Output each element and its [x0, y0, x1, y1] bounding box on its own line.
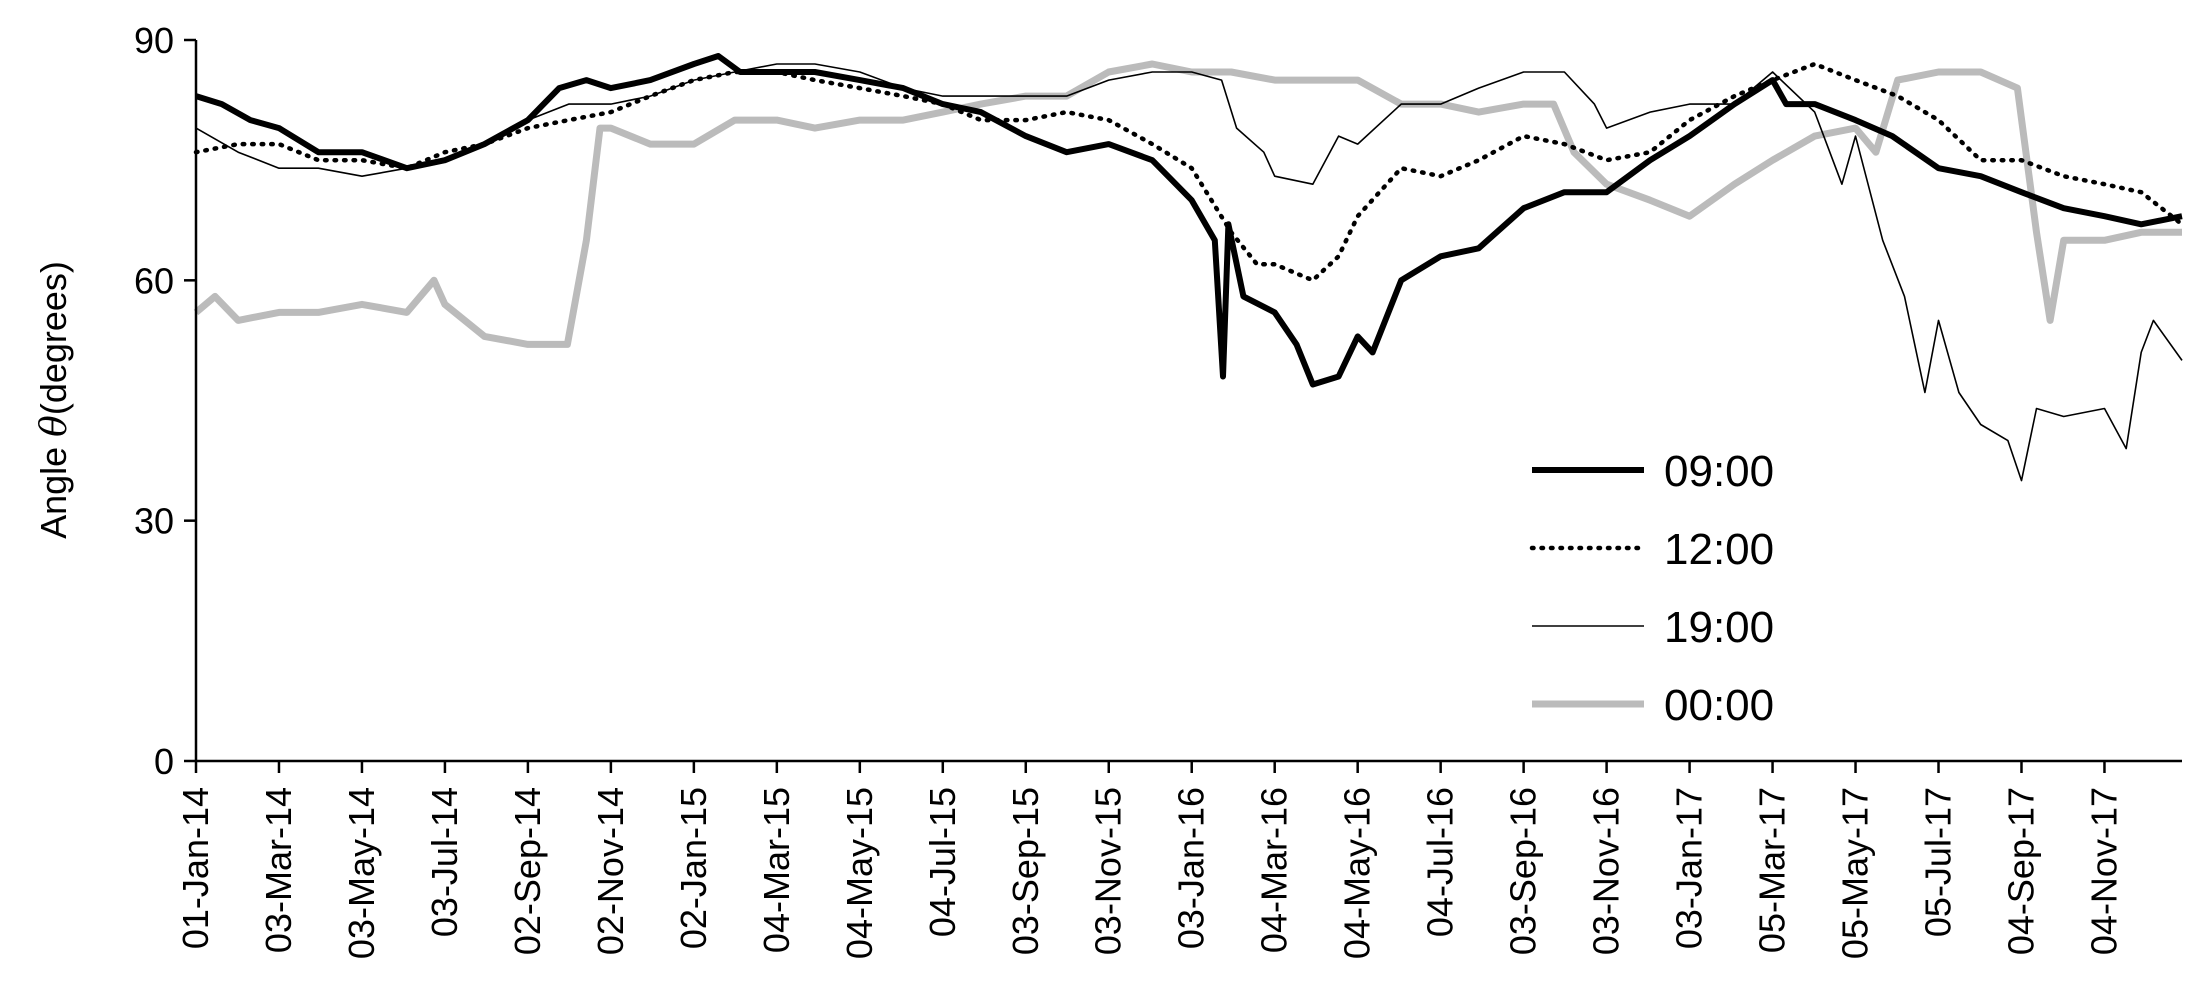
x-tick-label: 05-Jul-17	[1918, 787, 1959, 937]
series-layer	[193, 53, 2185, 482]
series-line-0000	[193, 60, 2182, 348]
x-tick-label: 04-Mar-15	[756, 787, 797, 953]
x-tick-label: 03-Nov-15	[1088, 787, 1129, 955]
x-tick-label: 03-Sep-16	[1503, 787, 1544, 955]
axes-layer	[194, 40, 2182, 763]
x-tick-label: 04-Jul-15	[922, 787, 963, 937]
x-tick-label: 04-Sep-17	[2001, 787, 2042, 955]
y-axis-label-symbol: θ	[34, 415, 75, 437]
legend-label-1900: 19:00	[1664, 603, 1774, 652]
x-tick-label: 03-Jul-14	[424, 787, 465, 937]
x-tick-label: 05-Mar-17	[1752, 787, 1793, 953]
x-tick-label: 04-May-16	[1337, 787, 1378, 959]
x-tick-label: 04-Jul-16	[1420, 787, 1461, 937]
x-tick-label: 03-Jan-16	[1171, 787, 1212, 949]
series-line-1900	[195, 63, 2183, 482]
series-line-0900	[195, 53, 2183, 388]
x-tick-layer: 01-Jan-14 03-Mar-14 03-May-14 03-Jul-14 02-S…	[175, 761, 2125, 959]
y-axis-label: Angle θ(degrees)	[33, 261, 75, 539]
y-axis-label-suffix: (degrees)	[33, 261, 74, 415]
x-tick-label: 04-Mar-16	[1254, 787, 1295, 953]
x-tick-label: 02-Nov-14	[590, 787, 631, 955]
x-tick-label: 03-Jan-17	[1669, 787, 1710, 949]
x-tick-label: 03-Sep-15	[1005, 787, 1046, 955]
x-tick-label: 03-Mar-14	[258, 787, 299, 953]
x-tick-label: 04-Nov-17	[2084, 787, 2125, 955]
series-line-1200	[193, 61, 2185, 283]
y-tick-label: 30	[134, 501, 174, 542]
legend: 09:00 12:00 19:00 00:00	[1529, 447, 1774, 730]
legend-label-1200: 12:00	[1664, 525, 1774, 574]
y-tick-label: 90	[134, 20, 174, 61]
y-tick-layer: 0 30 60 90	[134, 20, 196, 782]
x-tick-label: 03-Nov-16	[1586, 787, 1627, 955]
y-axis-label-prefix: Angle	[33, 437, 74, 539]
x-tick-label: 04-May-15	[839, 787, 880, 959]
y-tick-label: 0	[154, 741, 174, 782]
x-tick-label: 05-May-17	[1835, 787, 1876, 959]
x-tick-label: 01-Jan-14	[175, 787, 216, 949]
legend-label-0900: 09:00	[1664, 447, 1774, 496]
x-tick-label: 03-May-14	[341, 787, 382, 959]
y-tick-label: 60	[134, 260, 174, 301]
legend-label-0000: 00:00	[1664, 681, 1774, 730]
x-tick-label: 02-Jan-15	[673, 787, 714, 949]
x-tick-label: 02-Sep-14	[507, 787, 548, 955]
